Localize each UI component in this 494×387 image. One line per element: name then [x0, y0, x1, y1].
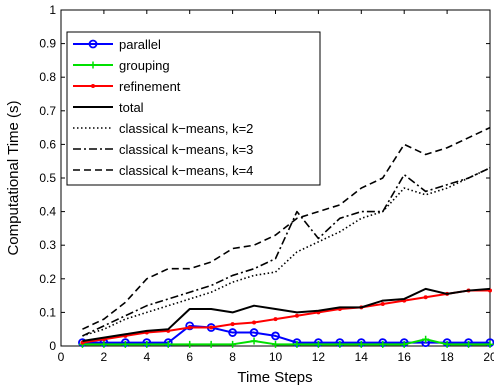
y-tick-label: 0.9: [39, 37, 56, 51]
x-tick-label: 2: [101, 350, 108, 364]
ticks-layer: 0 2 4 6 8 10 12 14 16 18 20 0 0.1 0.2 0.3 0.4 0.5 0.6 0.7 0…: [39, 3, 494, 364]
data-point: [207, 340, 215, 348]
series-1: [78, 335, 494, 348]
legend-label: classical k−means, k=3: [119, 142, 253, 157]
data-point: [100, 340, 108, 348]
data-point: [228, 328, 238, 337]
data-point: [272, 340, 279, 348]
series-line: [82, 167, 491, 337]
data-point: [314, 340, 322, 348]
data-point: [229, 340, 237, 348]
series-layer: [78, 126, 494, 348]
data-point: [143, 340, 151, 348]
y-tick-label: 0.8: [39, 70, 56, 84]
data-point: [380, 302, 385, 306]
legend-entry: classical k−means, k=2: [73, 121, 253, 136]
series-line: [82, 126, 491, 330]
legend-entry: grouping: [73, 58, 170, 73]
x-tick-label: 18: [440, 350, 454, 364]
legend-label: parallel: [119, 37, 161, 52]
x-axis-label: Time Steps: [237, 369, 312, 386]
legend-label: total: [119, 100, 144, 115]
legend-entry: total: [73, 100, 144, 115]
series-6: [82, 126, 491, 330]
legend-label: classical k−means, k=4: [119, 163, 253, 178]
series-4: [82, 167, 491, 337]
series-line: [82, 167, 491, 337]
legend-entry: refinement: [73, 79, 181, 94]
legend-marker: [91, 84, 95, 88]
y-axis-label: Computational Time (s): [5, 100, 22, 255]
legend-marker: [89, 61, 97, 69]
data-point: [186, 340, 194, 348]
data-point: [164, 340, 172, 348]
data-point: [249, 328, 259, 337]
data-point: [209, 325, 214, 330]
legend-entry: parallel: [73, 37, 161, 52]
legend-entry: classical k−means, k=4: [73, 163, 253, 178]
legend-box: [66, 31, 321, 186]
data-point: [379, 340, 387, 348]
data-point: [121, 340, 129, 348]
data-point: [271, 331, 280, 341]
data-point: [293, 340, 301, 348]
data-point: [423, 295, 428, 300]
y-tick-label: 0.3: [39, 238, 56, 252]
legend-label: classical k−means, k=2: [119, 121, 253, 136]
data-point: [252, 320, 257, 325]
y-tick-label: 0.4: [39, 205, 56, 219]
x-tick-label: 10: [269, 350, 283, 364]
legend-label: grouping: [119, 58, 170, 73]
data-point: [422, 335, 430, 343]
legend-label: refinement: [119, 79, 181, 94]
x-tick-label: 8: [229, 350, 236, 364]
x-tick-label: 0: [58, 350, 65, 364]
legend-entry: classical k−means, k=3: [73, 142, 253, 157]
x-tick-label: 12: [312, 350, 326, 364]
y-tick-label: 0.7: [39, 104, 56, 118]
data-point: [230, 322, 235, 327]
data-point: [486, 340, 494, 348]
x-tick-label: 6: [186, 350, 193, 364]
x-tick-label: 16: [398, 350, 412, 364]
y-tick-label: 1: [49, 3, 56, 17]
series-line: [82, 287, 491, 342]
data-point: [294, 313, 299, 318]
series-5: [82, 167, 491, 337]
y-tick-label: 0.6: [39, 137, 56, 151]
series-line: [82, 289, 490, 344]
y-tick-label: 0: [49, 339, 56, 353]
y-tick-label: 0.1: [39, 305, 56, 319]
data-point: [400, 340, 408, 348]
series-line: [82, 338, 490, 346]
y-tick-label: 0.2: [39, 272, 56, 286]
x-tick-label: 20: [483, 350, 494, 364]
data-point: [443, 340, 451, 348]
x-tick-label: 4: [143, 350, 150, 364]
legend-marker: [88, 39, 98, 49]
x-tick-label: 14: [355, 350, 369, 364]
legend: parallel grouping refinement total classical…: [66, 31, 321, 186]
series-3: [82, 287, 491, 342]
data-point: [273, 317, 278, 322]
y-tick-label: 0.5: [39, 171, 56, 185]
data-point: [250, 337, 258, 345]
data-point: [465, 340, 473, 348]
data-point: [187, 325, 192, 330]
data-point: [357, 340, 365, 348]
data-point: [336, 340, 344, 348]
